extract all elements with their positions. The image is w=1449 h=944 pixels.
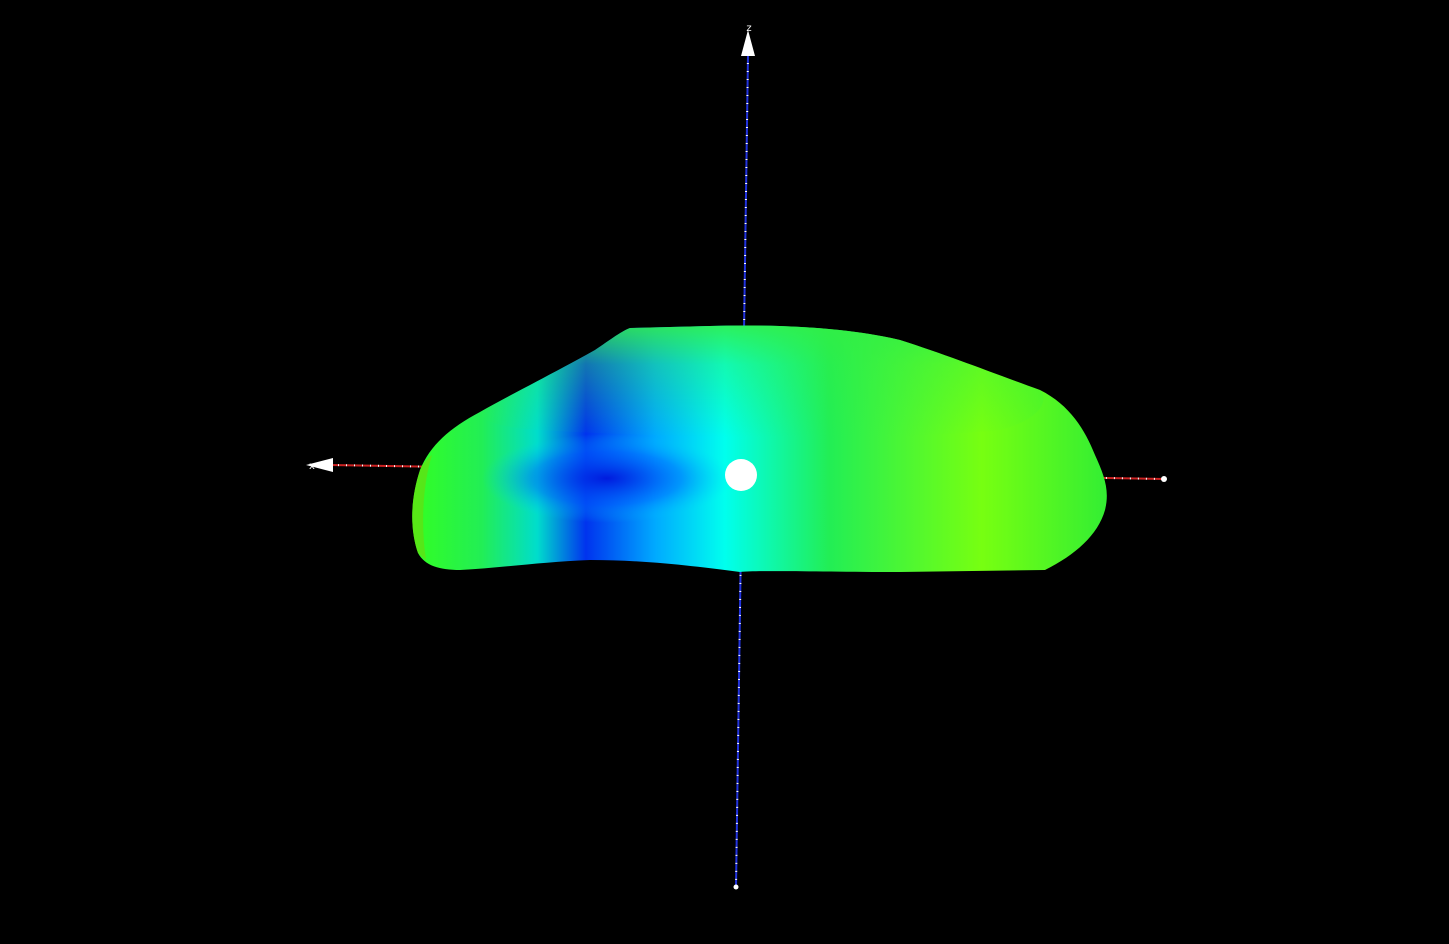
shape-model-left-edge — [412, 455, 432, 560]
origin-marker — [725, 459, 757, 491]
z-axis-label: z — [746, 23, 751, 34]
z-axis-end-dot — [733, 884, 739, 890]
shape-model-top-shading — [480, 325, 1044, 438]
shape-model[interactable] — [412, 325, 1107, 572]
z-axis-arrow-icon — [741, 30, 755, 56]
x-axis-arrow-icon — [306, 458, 333, 472]
x-axis-label: x — [309, 461, 315, 472]
x-axis-end-dot — [1161, 476, 1167, 482]
